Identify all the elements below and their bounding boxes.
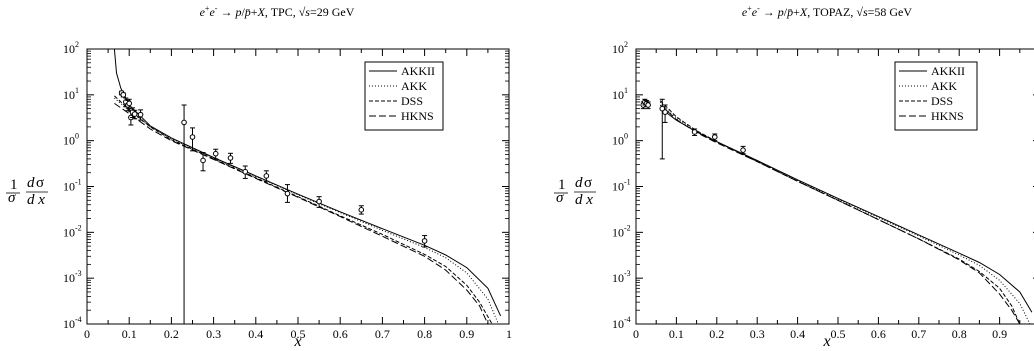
- legend-label-dss: DSS: [401, 94, 423, 108]
- x-tick-label: 0.3: [750, 327, 765, 341]
- data-point: [242, 168, 249, 175]
- data-points: [118, 90, 428, 324]
- chart-title: e+e- → p/p̄+X, TOPAZ, √s=58 GeV: [742, 4, 912, 19]
- x-tick-label: 0.4: [248, 327, 263, 341]
- svg-text:σ: σ: [556, 190, 564, 206]
- chart-title: e+e- → p/p̄+X, TPC, √s=29 GeV: [200, 4, 355, 19]
- y-tick-label: 100: [612, 132, 628, 148]
- svg-text:σ: σ: [8, 190, 16, 206]
- svg-text:1: 1: [10, 177, 18, 193]
- data-point: [284, 190, 291, 197]
- x-tick-label: 0.2: [709, 327, 724, 341]
- svg-text:d: d: [27, 175, 35, 191]
- data-point: [358, 207, 365, 213]
- x-tick-label: 0.6: [871, 327, 886, 341]
- x-tick-label: 0.1: [122, 327, 137, 341]
- series-line-hkns: [114, 102, 489, 324]
- data-point: [131, 111, 138, 117]
- x-axis-label: x: [822, 333, 830, 350]
- series-line-akk: [659, 101, 1031, 324]
- y-tick-label: 10-2: [612, 223, 631, 239]
- series-line-akkii: [659, 108, 1033, 313]
- x-tick-label: 0.5: [291, 327, 306, 341]
- y-tick-label: 10-1: [612, 178, 631, 194]
- x-tick-label: 0.1: [669, 327, 684, 341]
- svg-text:d: d: [575, 175, 583, 191]
- x-tick-label: 0: [84, 327, 90, 341]
- x-tick-label: 0.9: [459, 327, 474, 341]
- svg-text:d x: d x: [27, 192, 45, 208]
- series-line-hkns: [659, 104, 1021, 324]
- x-tick-label: 1: [506, 327, 512, 341]
- data-point: [740, 147, 746, 153]
- x-tick-label: 0.5: [831, 327, 846, 341]
- data-point: [227, 155, 234, 161]
- y-tick-label: 102: [63, 40, 79, 56]
- data-point: [181, 119, 187, 126]
- y-tick-label: 10-4: [63, 315, 82, 331]
- y-tick-label: 101: [63, 86, 79, 102]
- x-tick-label: 0.7: [911, 327, 926, 341]
- legend-label-akk: AKK: [401, 79, 427, 93]
- data-point: [711, 134, 718, 140]
- x-tick-label: 0.8: [417, 327, 432, 341]
- data-point: [200, 157, 206, 164]
- y-tick-label: 10-3: [63, 269, 82, 285]
- data-points: [640, 98, 746, 160]
- legend-label-akk: AKK: [931, 79, 957, 93]
- svg-text:σ: σ: [584, 175, 592, 191]
- legend-box: [364, 61, 444, 131]
- data-point: [645, 102, 651, 108]
- curves: [659, 100, 1033, 324]
- legend-label-hkns: HKNS: [931, 109, 964, 123]
- legend-label-akkii: AKKII: [401, 64, 435, 78]
- x-tick-label: 0.9: [992, 327, 1007, 341]
- y-tick-label: 101: [612, 86, 628, 102]
- y-tick-label: 10-4: [612, 315, 631, 331]
- x-tick-label: 0.8: [952, 327, 967, 341]
- data-point: [659, 105, 666, 112]
- svg-text:d x: d x: [575, 192, 593, 208]
- svg-text:σ: σ: [36, 175, 44, 191]
- svg-text:1: 1: [558, 177, 566, 193]
- legend-box: [894, 61, 978, 131]
- series-line-dss: [114, 95, 493, 324]
- data-point: [212, 150, 219, 157]
- data-point: [189, 134, 196, 140]
- x-tick-label: 0: [633, 327, 639, 341]
- data-point: [126, 100, 132, 107]
- data-point: [137, 111, 144, 118]
- x-tick-label: 0.6: [333, 327, 348, 341]
- x-tick-label: 0.7: [375, 327, 390, 341]
- data-point: [691, 129, 698, 135]
- y-tick-label: 102: [612, 40, 628, 56]
- y-tick-label: 10-1: [63, 178, 82, 194]
- data-point: [662, 109, 668, 115]
- y-tick-label: 10-3: [612, 269, 631, 285]
- series-line-akk: [114, 97, 499, 324]
- plot-frame: [86, 48, 510, 325]
- x-tick-label: 0.3: [206, 327, 221, 341]
- legend-label-akkii: AKKII: [931, 64, 965, 78]
- y-tick-label: 10-2: [63, 223, 82, 239]
- data-point: [263, 173, 270, 179]
- x-tick-label: 0.4: [790, 327, 805, 341]
- y-tick-label: 100: [63, 132, 79, 148]
- data-point: [120, 92, 127, 98]
- data-point: [421, 238, 428, 244]
- legend-label-dss: DSS: [931, 94, 953, 108]
- data-point: [316, 198, 322, 205]
- legend-label-hkns: HKNS: [401, 109, 434, 123]
- x-axis-label: x: [293, 333, 301, 350]
- x-tick-label: 0.2: [164, 327, 179, 341]
